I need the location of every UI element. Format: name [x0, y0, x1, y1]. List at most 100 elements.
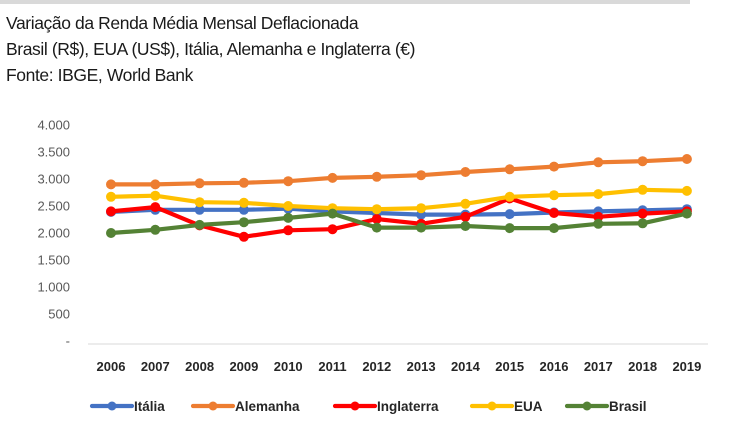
- data-point: [283, 201, 294, 211]
- x-tick-label: 2017: [584, 359, 613, 374]
- y-tick-label: 3.500: [37, 145, 70, 160]
- top-border-bar: [0, 0, 690, 4]
- data-point: [549, 161, 559, 172]
- data-point: [150, 179, 161, 190]
- series-alemanha: [106, 154, 692, 190]
- data-point: [371, 171, 382, 182]
- y-tick-label: 3.000: [37, 172, 70, 187]
- legend-label: Brasil: [609, 399, 647, 414]
- y-tick-label: 1.500: [37, 253, 70, 268]
- chart-header: Variação da Renda Média Mensal Deflacion…: [6, 10, 415, 88]
- data-point: [549, 190, 559, 201]
- data-point: [150, 202, 161, 213]
- data-point: [593, 189, 604, 200]
- series-eua: [106, 184, 692, 215]
- data-point: [238, 231, 249, 242]
- series-line: [108, 206, 690, 217]
- series-line: [108, 187, 690, 212]
- data-point: [637, 218, 648, 229]
- y-tick-label: 1.000: [37, 280, 70, 295]
- x-tick-label: 2010: [274, 359, 303, 374]
- data-point: [681, 185, 692, 196]
- data-point: [460, 167, 471, 177]
- data-point: [194, 219, 205, 230]
- x-tick-label: 2009: [229, 359, 258, 374]
- data-point: [106, 179, 116, 190]
- data-point: [371, 214, 382, 224]
- plot-area: [106, 154, 692, 242]
- y-tick-label: 2.500: [37, 199, 70, 214]
- data-point: [593, 218, 604, 229]
- legend-swatch-marker: [350, 401, 360, 411]
- data-point: [637, 156, 648, 167]
- data-point: [327, 172, 338, 183]
- data-point: [637, 184, 648, 195]
- y-tick-label: 2.000: [37, 226, 70, 241]
- legend-label: EUA: [514, 399, 543, 414]
- data-point: [150, 224, 161, 235]
- legend-label: Alemanha: [235, 399, 300, 414]
- y-tick-label: 500: [48, 307, 70, 322]
- data-point: [194, 178, 205, 189]
- legend-swatch-marker: [107, 401, 117, 411]
- data-point: [194, 204, 205, 215]
- chart-title: Variação da Renda Média Mensal Deflacion…: [6, 13, 359, 33]
- data-point: [549, 208, 559, 218]
- data-point: [238, 197, 249, 208]
- x-tick-label: 2012: [362, 359, 391, 374]
- data-point: [238, 204, 249, 215]
- data-point: [504, 164, 515, 175]
- data-point: [681, 208, 692, 219]
- data-point: [460, 221, 471, 231]
- series-line: [108, 156, 690, 187]
- legend-swatch-marker: [208, 401, 218, 411]
- data-point: [150, 190, 161, 201]
- legend-item: Itália: [89, 399, 165, 414]
- data-point: [416, 222, 427, 233]
- x-tick-label: 2013: [407, 359, 436, 374]
- data-point: [416, 203, 427, 214]
- x-tick-label: 2008: [185, 359, 214, 374]
- legend-label: Inglaterra: [377, 399, 439, 414]
- data-point: [327, 224, 338, 235]
- data-point: [371, 222, 382, 233]
- data-point: [460, 198, 471, 209]
- legend-item: Alemanha: [190, 399, 300, 414]
- legend-label: Itália: [134, 399, 165, 414]
- x-tick-label: 2007: [141, 359, 170, 374]
- legend-item: Inglaterra: [332, 399, 439, 414]
- data-point: [194, 197, 205, 208]
- legend-item: Brasil: [564, 399, 647, 414]
- data-point: [504, 223, 515, 234]
- data-point: [504, 209, 515, 220]
- x-tick-label: 2014: [451, 359, 481, 374]
- data-point: [460, 211, 471, 222]
- legend-item: EUA: [469, 399, 543, 414]
- data-point: [371, 204, 382, 215]
- y-axis: - 500 1.000 1.500 2.000 2.500 3.000 3.500 4.000: [37, 118, 70, 349]
- legend-swatch-marker: [582, 401, 592, 411]
- x-tick-label: 2019: [672, 359, 701, 374]
- data-point: [283, 225, 294, 236]
- legend-swatch-marker: [487, 401, 497, 411]
- chart-subtitle: Brasil (R$), EUA (US$), Itália, Alemanha…: [6, 39, 416, 59]
- data-point: [593, 211, 604, 222]
- legend: Itália Alemanha Inglaterra EUA Brasil: [89, 399, 647, 414]
- data-point: [637, 208, 648, 219]
- data-point: [283, 176, 294, 187]
- data-point: [106, 191, 116, 202]
- chart-source: Fonte: IBGE, World Bank: [6, 65, 193, 85]
- series-line: [108, 211, 690, 236]
- data-point: [416, 170, 427, 181]
- x-tick-label: 2016: [540, 359, 569, 374]
- data-point: [681, 154, 692, 164]
- x-tick-label: 2018: [628, 359, 657, 374]
- x-tick-label: 2015: [495, 359, 524, 374]
- series-brasil: [106, 208, 692, 238]
- y-tick-label: 4.000: [37, 118, 70, 133]
- data-point: [283, 212, 294, 223]
- series-inglaterra: [106, 193, 692, 242]
- data-point: [106, 206, 116, 217]
- data-point: [327, 208, 338, 219]
